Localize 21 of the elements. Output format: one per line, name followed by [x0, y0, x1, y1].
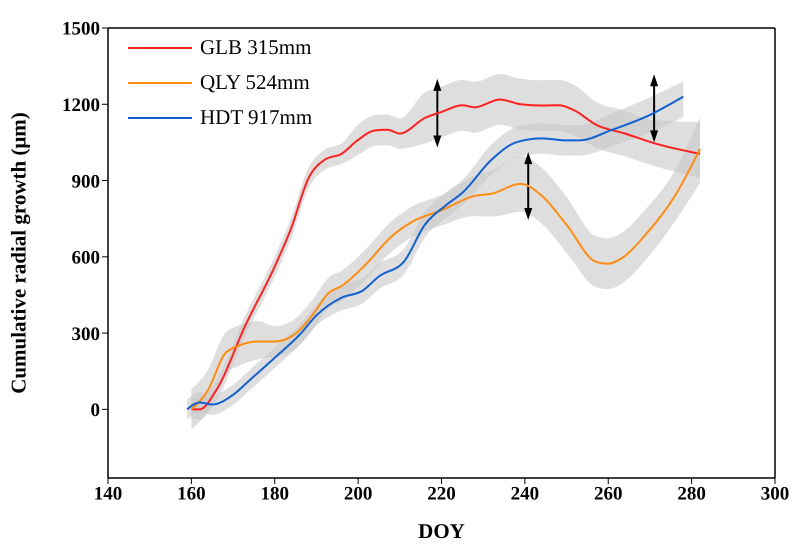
y-tick-label: 900 [72, 171, 100, 192]
y-tick-label: 0 [90, 400, 100, 422]
x-tick-label: 160 [177, 483, 206, 504]
y-tick-label: 1500 [62, 18, 100, 40]
y-tick-label: 1200 [62, 95, 100, 116]
x-tick-label: 220 [427, 483, 456, 504]
y-tick-label: 600 [72, 248, 100, 269]
legend-label: QLY 524mm [200, 70, 310, 95]
x-tick-label: 240 [510, 483, 540, 504]
y-tick-label: 300 [72, 324, 100, 345]
legend-label: GLB 315mm [200, 35, 312, 60]
line-series [190, 148, 701, 410]
x-tick-label: 180 [260, 483, 289, 504]
x-axis-title: DOY [418, 519, 465, 543]
x-tick-label: 300 [760, 483, 790, 504]
x-tick-label: 280 [677, 483, 706, 504]
y-axis-title: Cumulative radial growth (μm) [6, 112, 30, 394]
x-tick-label: 200 [344, 483, 372, 504]
legend-label: HDT 917mm [200, 105, 312, 130]
x-tick-label: 260 [594, 483, 622, 504]
x-tick-label: 140 [94, 483, 122, 504]
